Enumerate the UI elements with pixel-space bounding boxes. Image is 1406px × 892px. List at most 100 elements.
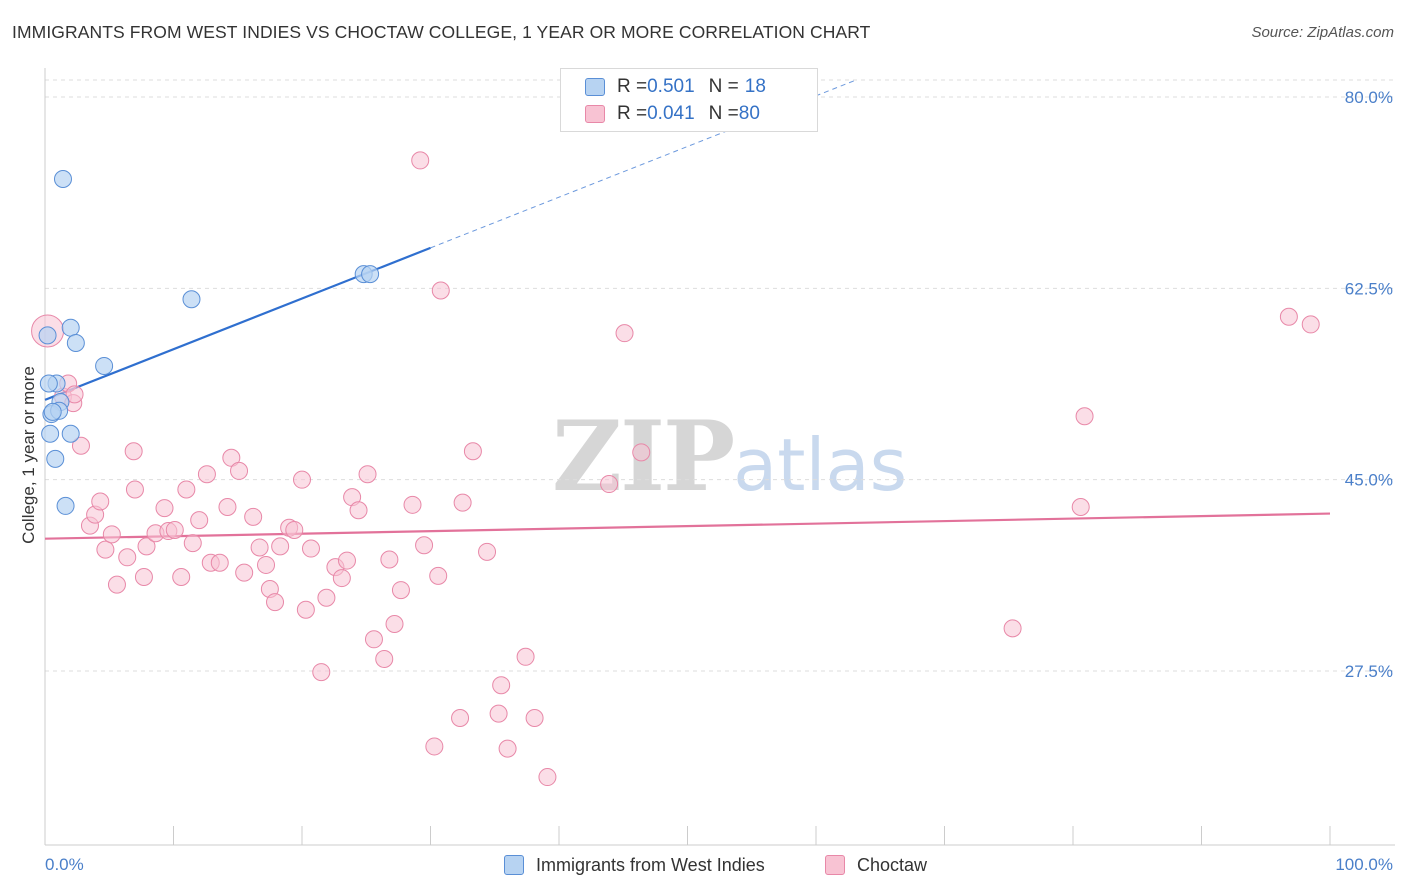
y-tick-label: 62.5% [1345,279,1393,298]
x-tick-label: 0.0% [45,855,84,874]
choctaw-point [257,555,276,574]
legend-r-label: R = [617,76,648,97]
bottom-legend-label: Choctaw [857,854,928,875]
choctaw-point [632,443,651,462]
choctaw-point [364,630,383,649]
west-indies-point [43,402,62,421]
legend-n-label: N = [708,76,739,97]
choctaw-point [615,324,634,343]
choctaw-point [271,537,290,556]
choctaw-point [177,480,196,499]
choctaw-point [137,537,156,556]
choctaw-point [1071,498,1090,516]
choctaw-point [317,588,336,607]
choctaw-point [296,600,315,619]
choctaw-point [155,499,174,518]
choctaw-point [71,436,90,455]
west-indies-point [61,318,80,337]
choctaw-point [332,569,351,588]
choctaw-point [197,465,216,484]
choctaw-point [478,542,497,561]
choctaw-point [107,575,126,594]
west-indies-point [56,496,75,515]
bottom-legend-label: Immigrants from West Indies [536,854,765,875]
legend-n-value: 18 [744,76,766,97]
y-tick-label: 45.0% [1345,471,1393,490]
choctaw-point [600,475,619,494]
choctaw-point [165,520,184,539]
choctaw-point [516,647,535,666]
west-indies-points [38,170,380,515]
choctaw-point [91,492,110,511]
choctaw-point [102,525,121,544]
west-indies-point [53,170,72,188]
legend-swatch-pink [585,105,605,123]
choctaw-point [431,281,450,300]
west-indies-point [66,334,85,352]
choctaw-point [349,501,368,520]
correlation-legend: R = 0.501 N = 18 R = 0.041 N = 80 [560,68,818,132]
choctaw-point [1279,307,1298,326]
grid-lines [45,79,1395,672]
choctaw-point [218,498,237,516]
choctaw-point [125,480,144,499]
choctaw-point [312,663,331,682]
y-tick-label: 80.0% [1345,88,1393,107]
choctaw-point [463,442,482,461]
choctaw-point [429,566,448,585]
choctaw-point [230,461,249,480]
west-indies-point [61,424,80,443]
choctaw-trend-line [44,512,1331,540]
choctaw-point [358,465,377,484]
choctaw-point [453,493,472,512]
bottom-legend-swatch-blue [504,855,524,875]
legend-row-west-indies: R = 0.501 N = 18 [585,74,766,100]
choctaw-point [183,534,202,553]
west-indies-point [182,290,201,309]
x-tick-label: 100.0% [1335,855,1393,874]
choctaw-point [301,539,320,558]
choctaw-point [190,511,209,530]
choctaw-point [375,649,394,668]
bottom-legend-choctaw: Choctaw [825,852,927,878]
choctaw-point [538,768,557,787]
choctaw-point [525,709,544,728]
choctaw-point [1075,407,1094,426]
choctaw-point [96,540,115,559]
choctaw-point [210,553,229,572]
chart-title: IMMIGRANTS FROM WEST INDIES VS CHOCTAW C… [12,22,871,42]
choctaw-point [489,704,508,723]
choctaw-point [391,581,410,600]
west-indies-point [361,265,380,284]
choctaw-point [337,551,356,570]
choctaw-point [266,593,285,612]
choctaw-point [492,676,511,695]
source-credit: Source: ZipAtlas.com [1251,24,1394,41]
choctaw-point [385,614,404,633]
choctaw-point [411,151,430,170]
choctaw-point [1003,619,1022,638]
legend-swatch-blue [585,78,605,96]
choctaw-point [498,739,517,758]
west-indies-point [41,424,60,443]
choctaw-point [415,536,434,555]
choctaw-point [235,563,254,582]
choctaw-point [244,507,263,526]
legend-r-label: R = [617,103,648,124]
choctaw-point [65,385,84,404]
choctaw-point [403,495,422,514]
choctaw-point [285,520,304,539]
west-indies-point [95,356,114,375]
legend-n-label: N = [708,103,739,124]
choctaw-point [124,442,143,461]
choctaw-point [380,550,399,569]
choctaw-point [1301,315,1320,334]
legend-n-value: 80 [738,103,760,124]
west-indies-point [38,326,57,345]
legend-row-choctaw: R = 0.041 N = 80 [585,101,760,127]
y-axis-label: College, 1 year or more [19,366,38,544]
tick-labels: 27.5% 45.0% 62.5% 80.0% 0.0% 100.0% [45,88,1393,874]
legend-r-value: 0.501 [647,76,695,97]
bottom-legend-swatch-pink [825,855,845,875]
